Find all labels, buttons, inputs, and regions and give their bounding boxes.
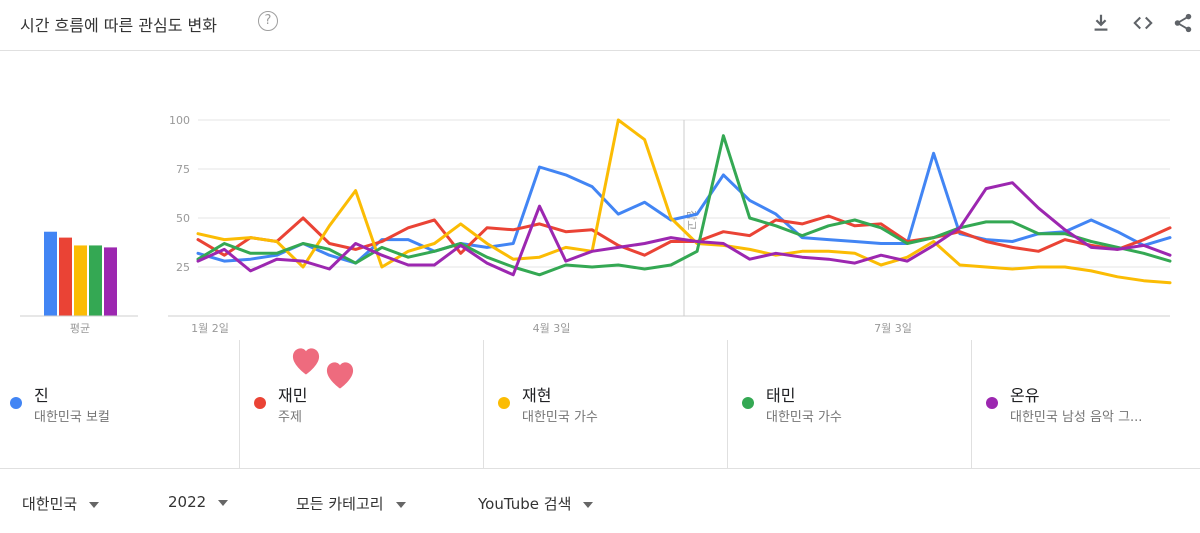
- average-bar-2: [59, 237, 72, 316]
- chevron-down-icon: [395, 501, 406, 508]
- legend-name: 재현: [522, 386, 552, 405]
- series-line-4: [196, 134, 1172, 277]
- year-value: 2022: [168, 493, 207, 511]
- download-icon[interactable]: [1090, 12, 1112, 34]
- legend-subtitle: 대한민국 가수: [766, 410, 842, 425]
- y-tick-label: 50: [176, 212, 190, 225]
- region-dropdown[interactable]: 대한민국: [22, 493, 100, 514]
- x-tick-label: 1월 2일: [191, 321, 229, 335]
- heart-icon: [326, 362, 354, 389]
- legend-dot: [254, 397, 266, 409]
- year-dropdown[interactable]: 2022: [168, 493, 229, 511]
- category-dropdown[interactable]: 모든 카테고리: [296, 493, 406, 514]
- y-tick-label: 25: [176, 261, 190, 274]
- average-bar-3: [74, 245, 87, 316]
- x-tick-label: 4월 3일: [533, 321, 571, 335]
- legend-divider: [971, 340, 972, 468]
- chevron-down-icon: [218, 499, 229, 506]
- series-line-5: [196, 181, 1172, 277]
- average-bars: 평균: [20, 231, 138, 335]
- legend-subtitle: 대한민국 보컬: [34, 410, 110, 425]
- legend-dot: [498, 397, 510, 409]
- y-tick-label: 100: [169, 114, 190, 127]
- legend-divider: [483, 340, 484, 468]
- help-icon[interactable]: ?: [258, 11, 278, 31]
- category-value: 모든 카테고리: [296, 495, 384, 513]
- x-axis-ticks: 1월 2일 4월 3일 7월 3일: [191, 321, 912, 335]
- y-tick-label: 75: [176, 163, 190, 176]
- series-line-2: [196, 214, 1172, 257]
- share-icon[interactable]: [1172, 12, 1194, 34]
- region-value: 대한민국: [22, 495, 78, 513]
- legend-name: 진: [34, 386, 49, 405]
- search-type-dropdown[interactable]: YouTube 검색: [478, 493, 594, 514]
- chart-area: 평균 100 75 50 25 참고 1월 2일 4월 3일 7월 3일: [0, 51, 1200, 339]
- legend-subtitle: 대한민국 남성 음악 그...: [1010, 410, 1143, 425]
- legend-dot: [986, 397, 998, 409]
- chevron-down-icon: [89, 501, 100, 508]
- legend: 진 대한민국 보컬 재민 주제 재현 대한민국 가수 태민 대한민국 가수 온유…: [0, 340, 1200, 469]
- embed-code-icon[interactable]: [1132, 12, 1154, 34]
- legend-subtitle: 주제: [278, 410, 302, 425]
- search-type-value: YouTube 검색: [478, 495, 572, 513]
- x-tick-label: 7월 3일: [874, 321, 912, 335]
- average-bar-1: [44, 231, 57, 316]
- average-label: 평균: [70, 322, 90, 335]
- average-bar-4: [89, 245, 102, 316]
- series-line-3: [196, 118, 1172, 285]
- chevron-down-icon: [583, 501, 594, 508]
- legend-subtitle: 대한민국 가수: [522, 410, 598, 425]
- filter-bar: 대한민국 2022 모든 카테고리 YouTube 검색: [0, 469, 1200, 533]
- header: 시간 흐름에 따른 관심도 변화 ?: [0, 0, 1200, 51]
- chart-series: [196, 118, 1172, 285]
- legend-divider: [727, 340, 728, 468]
- page-title: 시간 흐름에 따른 관심도 변화: [20, 16, 217, 35]
- legend-name: 온유: [1010, 386, 1040, 405]
- legend-name: 재민: [278, 386, 308, 405]
- heart-icon: [292, 348, 320, 375]
- legend-name: 태민: [766, 386, 796, 405]
- legend-dot: [10, 397, 22, 409]
- average-bar-5: [104, 247, 117, 316]
- legend-divider: [239, 340, 240, 468]
- legend-dot: [742, 397, 754, 409]
